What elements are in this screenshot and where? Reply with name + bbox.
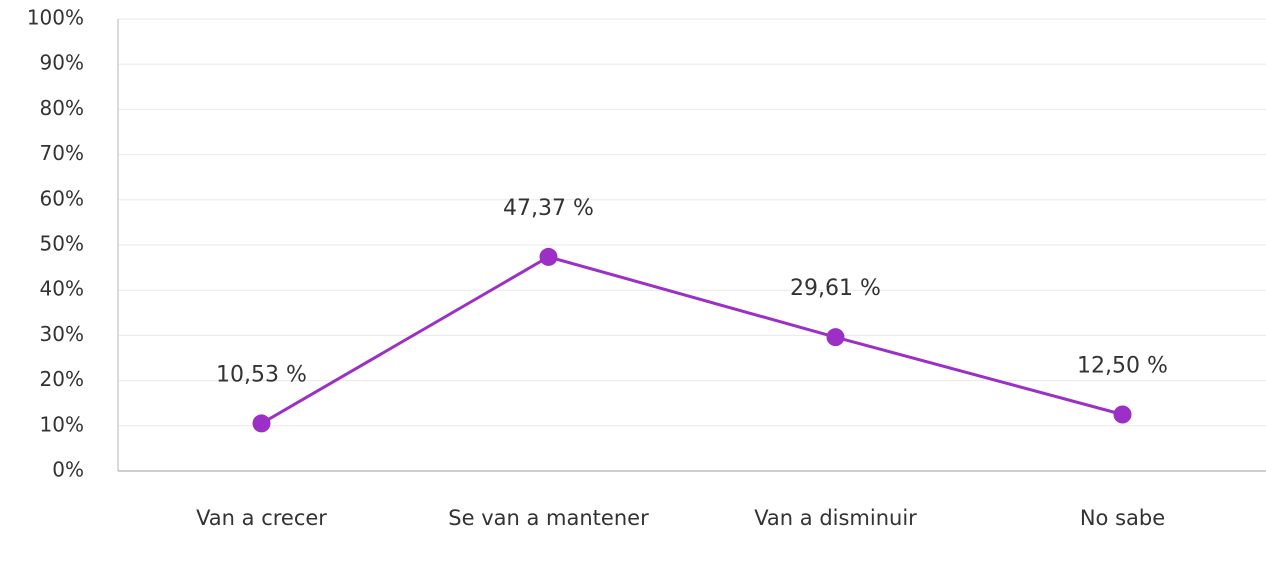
data-label: 10,53 % xyxy=(216,362,307,387)
line xyxy=(260,255,1123,425)
x-tick-label: No sabe xyxy=(1079,506,1166,530)
y-tick-label: 100% xyxy=(27,6,84,30)
y-tick-label: 70% xyxy=(40,141,84,165)
marker xyxy=(1113,405,1132,424)
marker xyxy=(252,414,271,433)
y-tick-label: 60% xyxy=(40,186,84,210)
data-label: 12,50 % xyxy=(1077,354,1168,379)
y-tick-label: 40% xyxy=(40,277,84,301)
marker xyxy=(826,328,845,347)
y-tick-label: 30% xyxy=(40,322,84,346)
y-tick-label: 10% xyxy=(40,412,84,436)
y-tick-label: 80% xyxy=(40,96,84,120)
y-tick-label: 20% xyxy=(40,367,84,391)
y-tick-label: 50% xyxy=(40,232,84,256)
data-label: 47,37 % xyxy=(503,196,594,221)
y-tick-label: 90% xyxy=(40,51,84,75)
x-tick-label: Van a crecer xyxy=(196,506,327,530)
x-tick-label: Se van a mantener xyxy=(448,506,649,530)
x-tick-label: Van a disminuir xyxy=(754,506,917,530)
data-label: 29,61 % xyxy=(790,276,881,301)
marker xyxy=(539,247,558,266)
y-tick-label: 0% xyxy=(52,458,84,482)
